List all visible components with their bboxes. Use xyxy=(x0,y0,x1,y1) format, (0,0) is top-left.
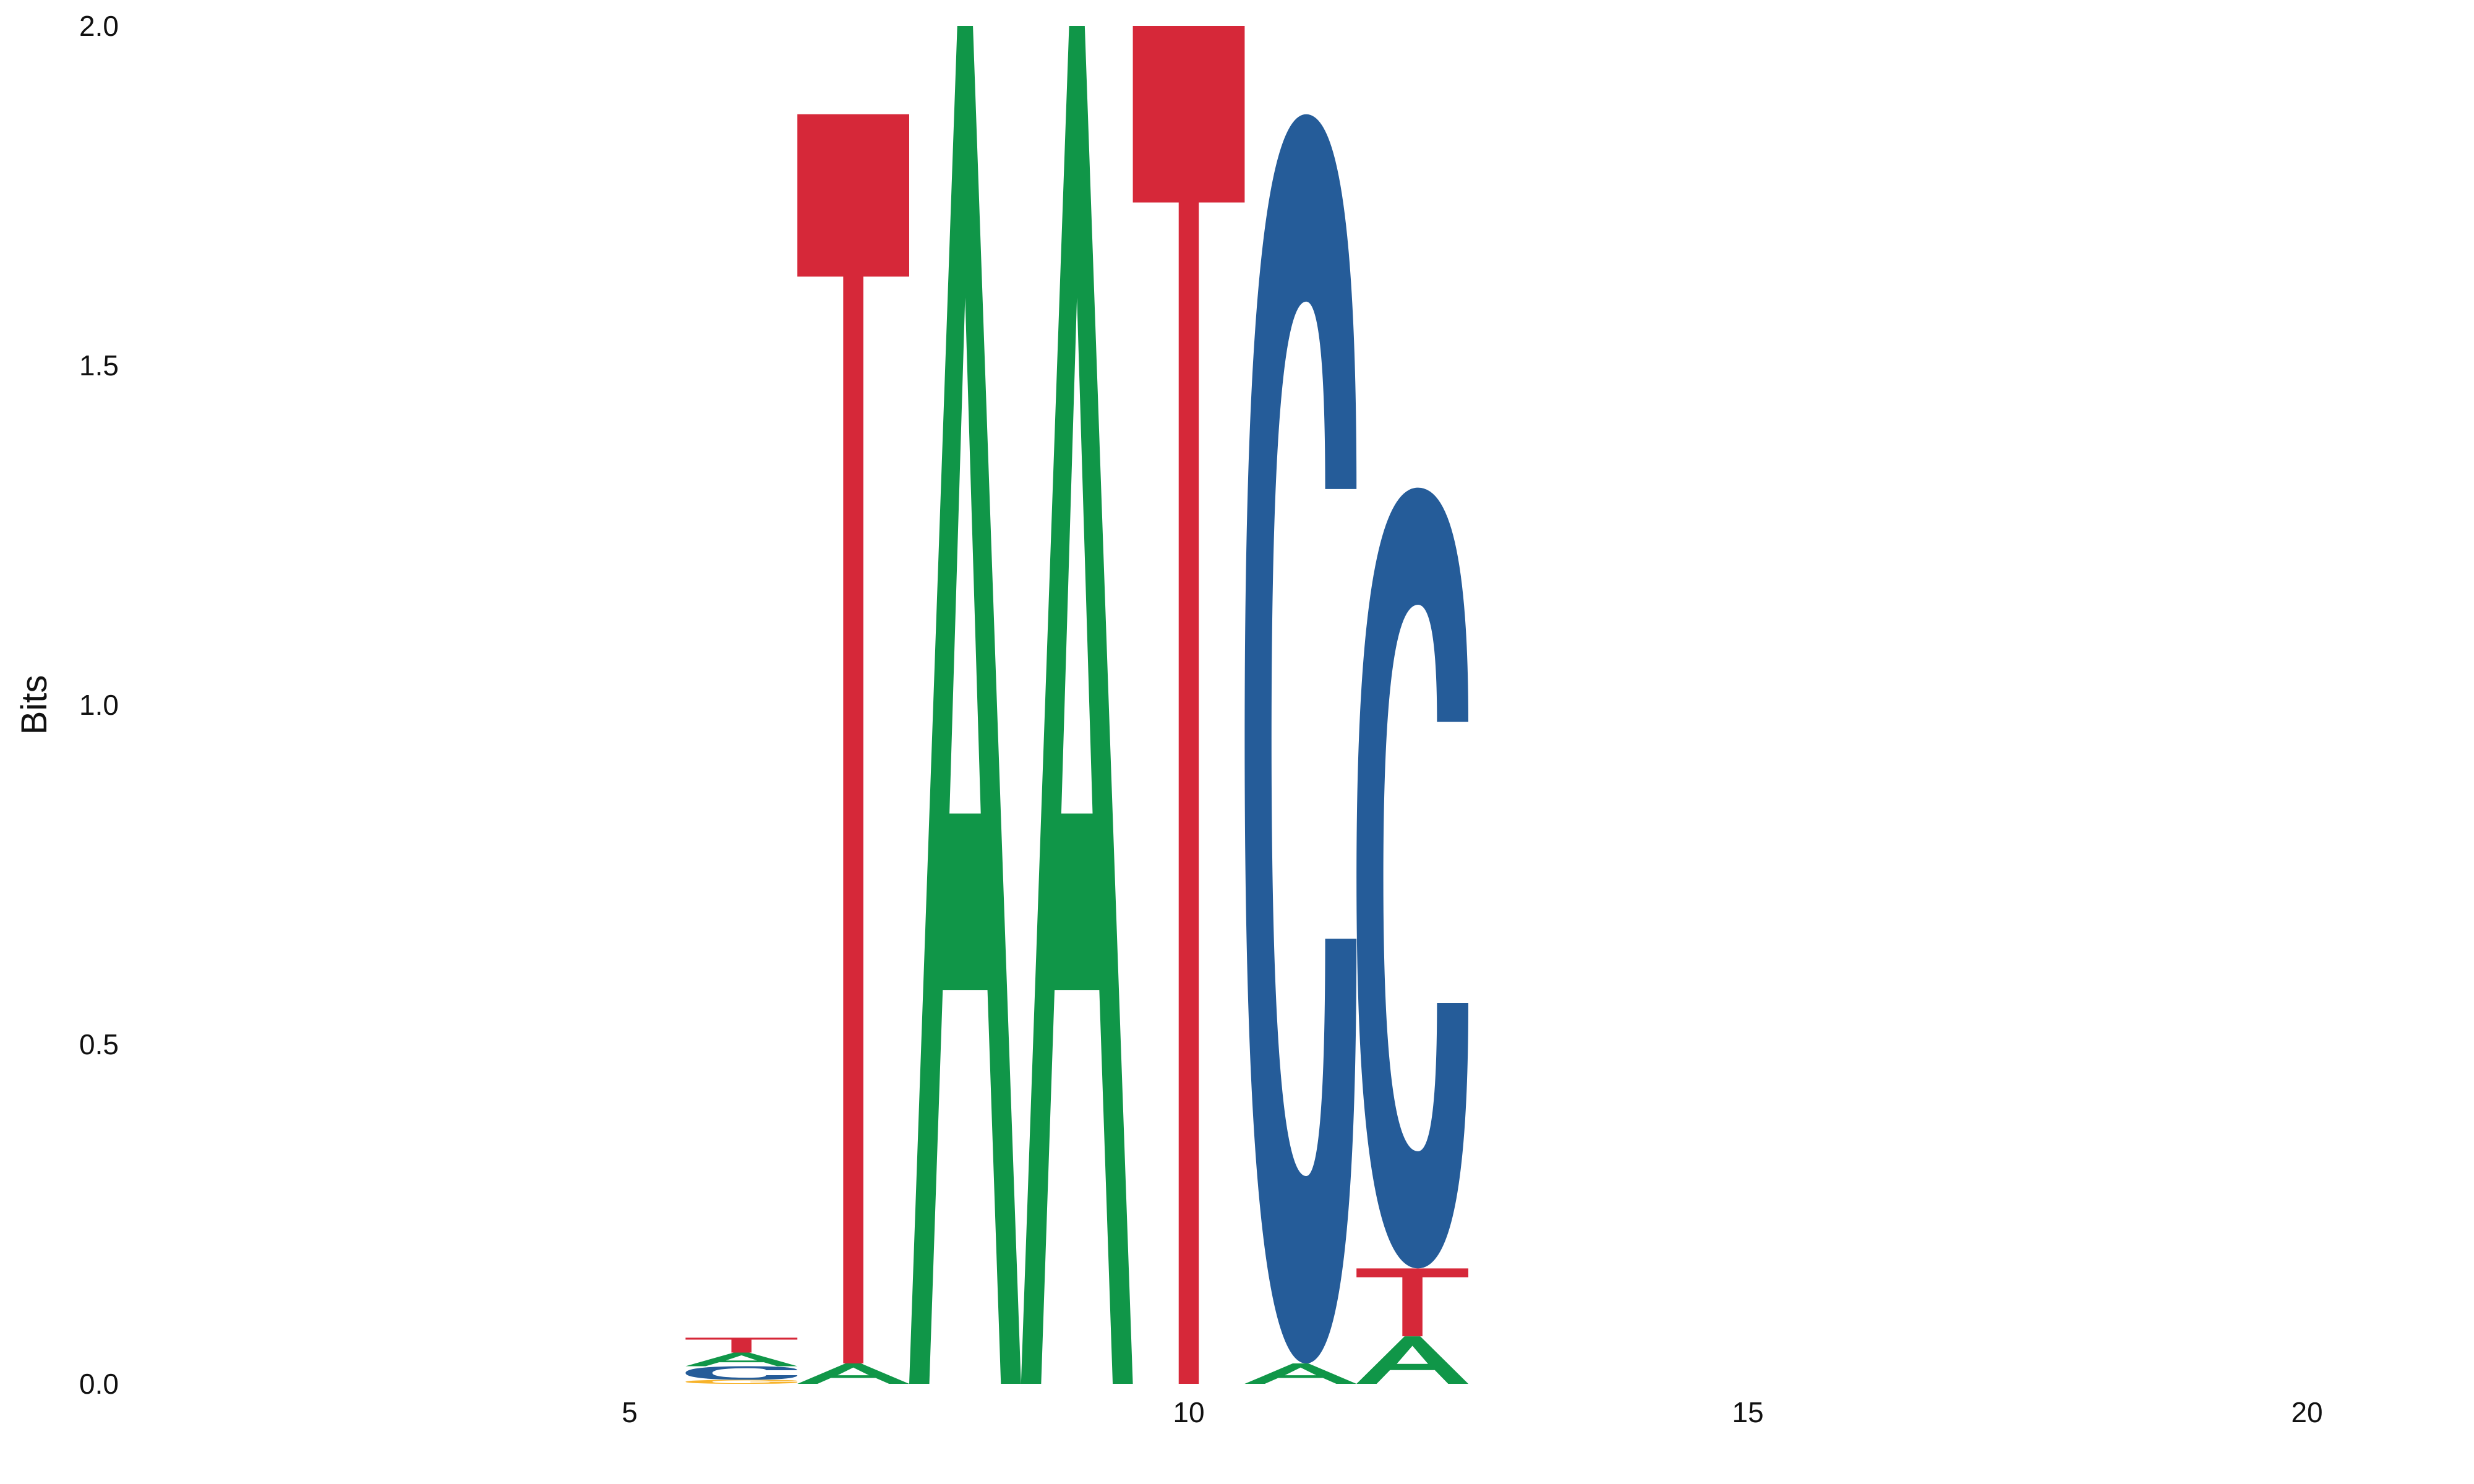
letter-A-pos-11 xyxy=(1244,1363,1357,1384)
letter-A-pos-12 xyxy=(1356,1336,1468,1384)
letter-T-pos-7 xyxy=(797,114,909,1364)
letter-C-pos-12 xyxy=(1356,487,1468,1269)
letter-G-pos-6 xyxy=(685,1380,798,1384)
letter-T-pos-10 xyxy=(1132,26,1245,1384)
letter-A-pos-8 xyxy=(909,26,1021,1384)
x-tick-label: 10 xyxy=(1173,1396,1204,1428)
logo-letter-stacks xyxy=(685,26,1468,1384)
letter-T-pos-12 xyxy=(1356,1268,1468,1337)
letter-A-pos-9 xyxy=(1021,26,1133,1384)
y-tick-label: 1.5 xyxy=(79,349,119,382)
y-axis-label: Bits xyxy=(14,675,54,735)
y-tick-label: 0.5 xyxy=(79,1028,119,1060)
letter-C-pos-11 xyxy=(1244,114,1357,1364)
x-tick-label: 15 xyxy=(1732,1396,1763,1428)
x-tick-label: 20 xyxy=(2291,1396,2322,1428)
letter-A-pos-6 xyxy=(685,1352,798,1367)
y-tick-label: 1.0 xyxy=(79,689,119,721)
letter-T-pos-6 xyxy=(685,1337,798,1353)
x-tick-label: 5 xyxy=(622,1396,638,1428)
y-axis-ticks: 0.0 0.5 1.0 1.5 2.0 xyxy=(79,10,119,1400)
letter-C-pos-6 xyxy=(685,1366,798,1380)
y-tick-label: 0.0 xyxy=(79,1368,119,1400)
y-tick-label: 2.0 xyxy=(79,10,119,42)
x-axis-ticks: 5 10 15 20 xyxy=(622,1396,2322,1428)
letter-A-pos-7 xyxy=(797,1363,909,1384)
